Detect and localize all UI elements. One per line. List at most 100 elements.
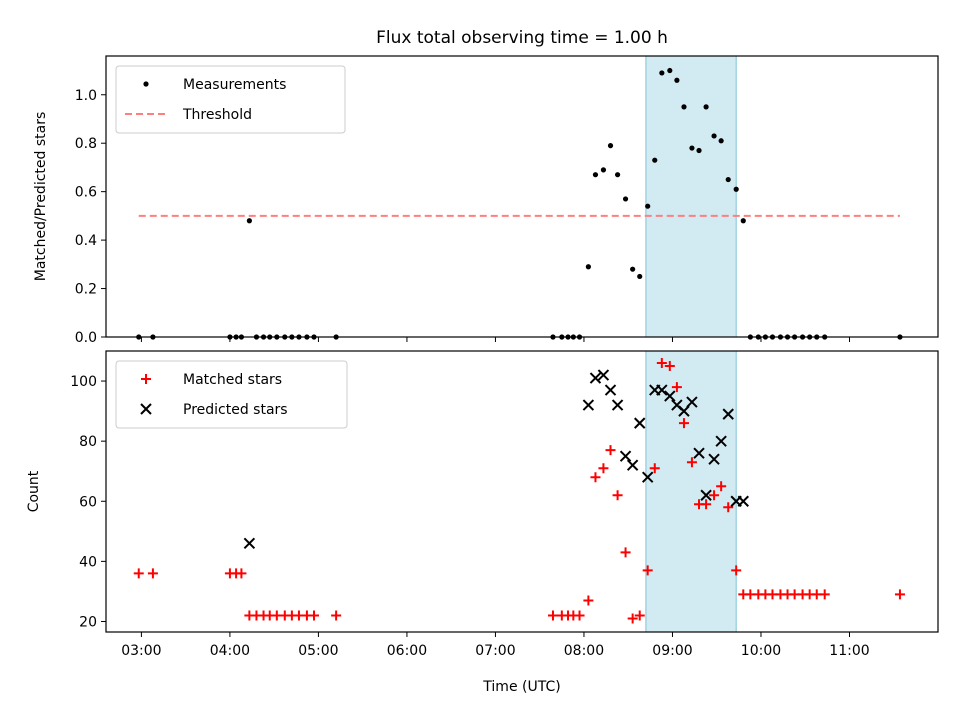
- data-point: [147, 568, 158, 579]
- data-point: [589, 372, 602, 384]
- data-point: [604, 384, 617, 396]
- data-point: [689, 145, 695, 151]
- data-point: [696, 147, 702, 154]
- y-tick-label: 0.6: [75, 185, 97, 201]
- y-tick-label: 80: [79, 434, 97, 450]
- data-point: [598, 463, 609, 474]
- data-point: [894, 589, 905, 600]
- ratio-panel: 0.0 0.2 0.4 0.6 0.8 1.0 Matched/Predicted star…: [33, 55, 939, 346]
- data-point: [600, 167, 607, 173]
- data-point: [590, 472, 601, 483]
- data-point: [630, 266, 636, 272]
- data-point: [645, 203, 651, 209]
- y-tick-label: 0.8: [75, 136, 97, 152]
- data-point: [243, 537, 256, 550]
- data-point: [681, 104, 687, 110]
- data-point: [585, 264, 591, 270]
- legend-marker: [140, 403, 152, 415]
- data-point: [605, 445, 616, 456]
- data-point: [711, 133, 717, 139]
- y-axis-label: Count: [26, 470, 42, 512]
- data-point: [664, 390, 676, 402]
- legend-box: [115, 65, 346, 134]
- legend-marker: [141, 374, 151, 384]
- data-point: [626, 459, 639, 471]
- data-point: [236, 568, 247, 579]
- legend-label: Threshold: [182, 107, 252, 123]
- data-point: [659, 70, 665, 76]
- data-point: [547, 610, 558, 621]
- data-point: [246, 218, 252, 224]
- data-point: [664, 361, 675, 372]
- data-point: [614, 172, 621, 178]
- y-tick-label: 1.0: [75, 88, 97, 104]
- series-matched-stars: [133, 358, 905, 624]
- data-point: [703, 104, 709, 110]
- y-tick-label: 100: [70, 374, 97, 390]
- data-point: [716, 481, 727, 492]
- data-point: [641, 471, 654, 483]
- x-tick-label: 04:00: [210, 643, 250, 659]
- data-point: [642, 565, 653, 576]
- data-point: [309, 610, 319, 621]
- data-point: [622, 196, 629, 202]
- data-point: [656, 384, 668, 396]
- data-point: [722, 408, 734, 420]
- data-point: [637, 273, 643, 280]
- axes-frame: [105, 55, 939, 338]
- series-predicted-stars: [243, 369, 749, 550]
- x-tick-label: 11:00: [829, 643, 869, 659]
- y-axis-label: Matched/Predicted stars: [33, 112, 49, 282]
- data-point: [723, 502, 734, 513]
- data-point: [634, 610, 645, 621]
- legend: Matched stars Predicted stars: [115, 360, 348, 429]
- data-point: [597, 369, 610, 381]
- data-point: [686, 457, 697, 468]
- data-point: [709, 490, 720, 501]
- legend-label: Predicted stars: [183, 402, 288, 418]
- x-tick-label: 03:00: [121, 643, 161, 659]
- data-point: [574, 610, 585, 621]
- data-point: [667, 67, 673, 74]
- data-point: [674, 77, 680, 83]
- y-tick-label: 40: [79, 554, 97, 570]
- data-point: [693, 447, 705, 459]
- legend-label: Matched stars: [183, 372, 282, 388]
- y-tick-label: 20: [79, 614, 97, 630]
- data-point: [620, 547, 631, 558]
- x-tick-label: 06:00: [387, 643, 427, 659]
- data-point: [715, 435, 727, 447]
- x-tick-label: 05:00: [298, 643, 338, 659]
- x-tick-label: 09:00: [652, 643, 692, 659]
- data-point: [686, 396, 698, 408]
- data-point: [701, 499, 712, 510]
- x-tick-label: 07:00: [475, 643, 515, 659]
- data-point: [700, 489, 712, 501]
- highlight-span: [645, 55, 737, 338]
- data-point: [583, 595, 594, 606]
- y-tick-label: 60: [79, 494, 97, 510]
- data-point: [592, 172, 599, 178]
- data-point: [740, 218, 746, 224]
- data-point: [331, 610, 342, 621]
- data-point: [634, 417, 646, 429]
- data-point: [612, 490, 623, 501]
- x-axis-label: Time (UTC): [482, 679, 560, 695]
- data-point: [671, 382, 682, 393]
- data-point: [678, 405, 690, 417]
- data-point: [725, 176, 731, 183]
- data-point: [731, 565, 742, 576]
- data-point: [627, 613, 638, 624]
- data-point: [718, 138, 724, 144]
- x-tick-label: 08:00: [564, 643, 604, 659]
- y-tick-label: 0.2: [75, 282, 97, 298]
- data-point: [819, 589, 830, 600]
- data-point: [611, 399, 624, 411]
- data-point: [649, 463, 660, 474]
- legend: Measurements Threshold: [115, 65, 346, 134]
- x-tick-label: 10:00: [741, 643, 781, 659]
- y-tick-label: 0.0: [75, 330, 97, 346]
- legend-label: Measurements: [183, 77, 286, 93]
- count-panel: 20 40 60 80 100 03:00 04:00 05:00 06:00 07:00 08:0…: [26, 350, 939, 659]
